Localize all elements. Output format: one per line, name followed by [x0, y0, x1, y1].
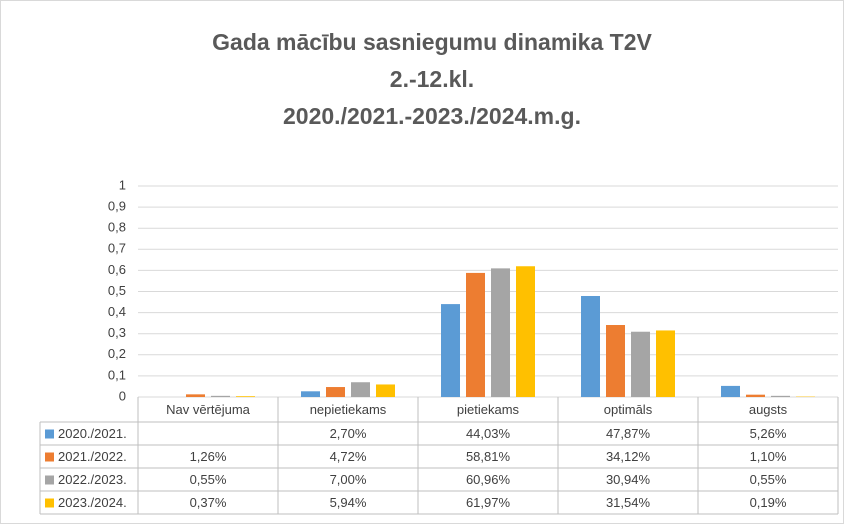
bar [326, 387, 345, 397]
data-label: 34,12% [606, 449, 651, 464]
bar [656, 330, 675, 397]
bar [236, 396, 255, 397]
data-label: 5,26% [750, 426, 787, 441]
y-tick-label: 0,8 [108, 220, 126, 235]
bar [721, 385, 740, 397]
bar [491, 268, 510, 397]
legend-key [45, 498, 54, 508]
x-tick-label: pietiekams [457, 402, 520, 417]
x-tick-label: optimāls [604, 402, 653, 417]
data-label: 60,96% [466, 472, 511, 487]
chart-title: Gada mācību sasniegumu dinamika T2V [212, 29, 652, 55]
bar [186, 394, 205, 397]
bar [466, 272, 485, 397]
data-label: 5,94% [330, 495, 367, 510]
legend-label: 2020./2021. [58, 426, 127, 441]
bar [581, 295, 600, 397]
bar [376, 384, 395, 397]
data-label: 0,55% [750, 472, 787, 487]
y-tick-label: 0 [119, 388, 126, 403]
bar [351, 382, 370, 397]
bar [441, 304, 460, 397]
y-tick-label: 0,7 [108, 241, 126, 256]
chart-title: 2020./2021.-2023./2024.m.g. [283, 103, 581, 129]
y-tick-label: 0,1 [108, 367, 126, 382]
y-tick-label: 0,2 [108, 346, 126, 361]
data-label: 31,54% [606, 495, 651, 510]
bar [516, 266, 535, 397]
legend-label: 2021./2022. [58, 449, 127, 464]
x-tick-label: augsts [749, 402, 788, 417]
data-label: 0,19% [750, 495, 787, 510]
data-label: 44,03% [466, 426, 511, 441]
y-tick-label: 1 [119, 177, 126, 192]
data-label: 61,97% [466, 495, 511, 510]
x-tick-label: nepietiekams [310, 402, 387, 417]
legend-label: 2022./2023. [58, 472, 127, 487]
y-tick-label: 0,3 [108, 325, 126, 340]
y-tick-label: 0,6 [108, 262, 126, 277]
bar [746, 394, 765, 397]
y-tick-label: 0,4 [108, 304, 126, 319]
bar [606, 325, 625, 397]
data-label: 4,72% [330, 449, 367, 464]
data-label: 0,37% [190, 495, 227, 510]
data-label: 0,55% [190, 472, 227, 487]
data-label: 1,26% [190, 449, 227, 464]
data-label: 47,87% [606, 426, 651, 441]
data-label: 2,70% [330, 426, 367, 441]
data-label: 1,10% [750, 449, 787, 464]
legend-key [45, 429, 54, 439]
bar [301, 391, 320, 397]
data-label: 58,81% [466, 449, 511, 464]
legend-key [45, 475, 54, 485]
chart-title: 2.-12.kl. [390, 66, 474, 92]
data-label: 7,00% [330, 472, 367, 487]
y-tick-label: 0,5 [108, 283, 126, 298]
bar [211, 395, 230, 397]
y-tick-label: 0,9 [108, 199, 126, 214]
x-tick-label: Nav vērtējuma [166, 402, 251, 417]
bar [631, 331, 650, 397]
legend-label: 2023./2024. [58, 495, 127, 510]
data-label: 30,94% [606, 472, 651, 487]
bar [771, 395, 790, 397]
legend-key [45, 452, 54, 462]
